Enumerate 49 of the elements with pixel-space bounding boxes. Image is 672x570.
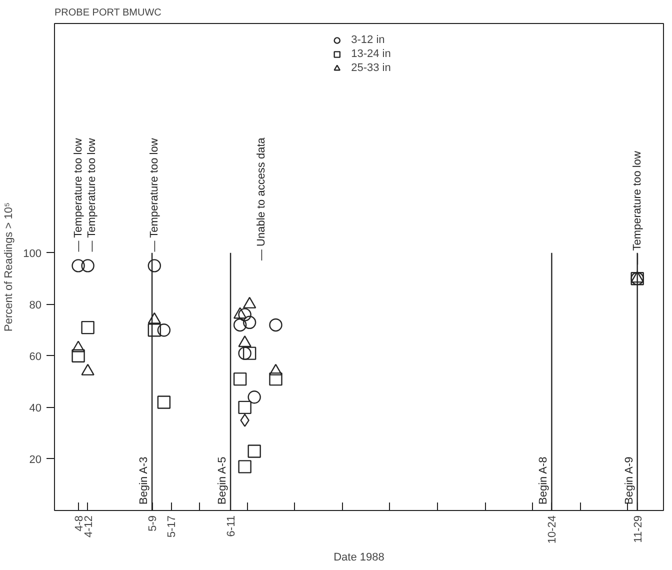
- point: [72, 349, 85, 362]
- x-axis-title: Date 1988: [334, 552, 384, 564]
- x-tick-label: 5-9: [147, 515, 160, 532]
- legend-label: 3-12 in: [351, 33, 385, 47]
- point: [233, 372, 247, 386]
- legend-label: 25-33 in: [351, 61, 391, 75]
- y-tick-label: 60: [29, 350, 42, 363]
- annotation: — Temperature too low: [148, 138, 160, 252]
- annotation: — Temperature too low: [86, 138, 98, 252]
- point: [148, 259, 162, 272]
- x-tick-label: 11-29: [632, 515, 644, 543]
- y-tick-label: 100: [23, 248, 42, 260]
- point: [157, 324, 171, 337]
- point: [242, 316, 256, 329]
- x-tick-label: 4-8: [73, 515, 86, 532]
- x-tick-label: 4-12: [82, 515, 95, 538]
- point: [242, 346, 256, 360]
- point: [81, 259, 94, 272]
- y-tick-label: 80: [29, 299, 42, 312]
- point: [233, 318, 247, 332]
- annotation: — Temperature too low: [631, 151, 644, 265]
- point: [238, 400, 252, 414]
- point: [238, 460, 252, 474]
- y-axis-title: Percent of Readings > 10⁵: [3, 202, 16, 332]
- point: [269, 372, 282, 386]
- point: [630, 271, 644, 283]
- y-tick-label: 20: [29, 454, 42, 466]
- point: [240, 414, 250, 427]
- point: [238, 308, 252, 322]
- legend-label: 13-24 in: [351, 47, 391, 61]
- point: [248, 444, 261, 458]
- point: [157, 396, 171, 409]
- point: [81, 320, 94, 334]
- ref-line-label: Begin A-8: [538, 456, 550, 504]
- ref-line-label: Begin A-3: [138, 456, 150, 504]
- x-tick-label: 5-17: [166, 515, 178, 538]
- point: [148, 324, 162, 337]
- point: [238, 346, 252, 360]
- ref-line-label: Begin A-5: [216, 456, 229, 504]
- ref-line-label: Begin A-9: [623, 456, 636, 504]
- point: [248, 390, 261, 404]
- x-tick-label: 10-24: [546, 515, 559, 544]
- point: [72, 259, 85, 272]
- annotation: — Unable to access data: [256, 136, 268, 260]
- y-tick-label: 40: [29, 402, 42, 414]
- point: [269, 318, 282, 332]
- x-tick-label: 6-11: [226, 515, 238, 537]
- annotation: — Temperature too low: [72, 138, 84, 252]
- chart-title: PROBE PORT BMUWC: [54, 8, 162, 18]
